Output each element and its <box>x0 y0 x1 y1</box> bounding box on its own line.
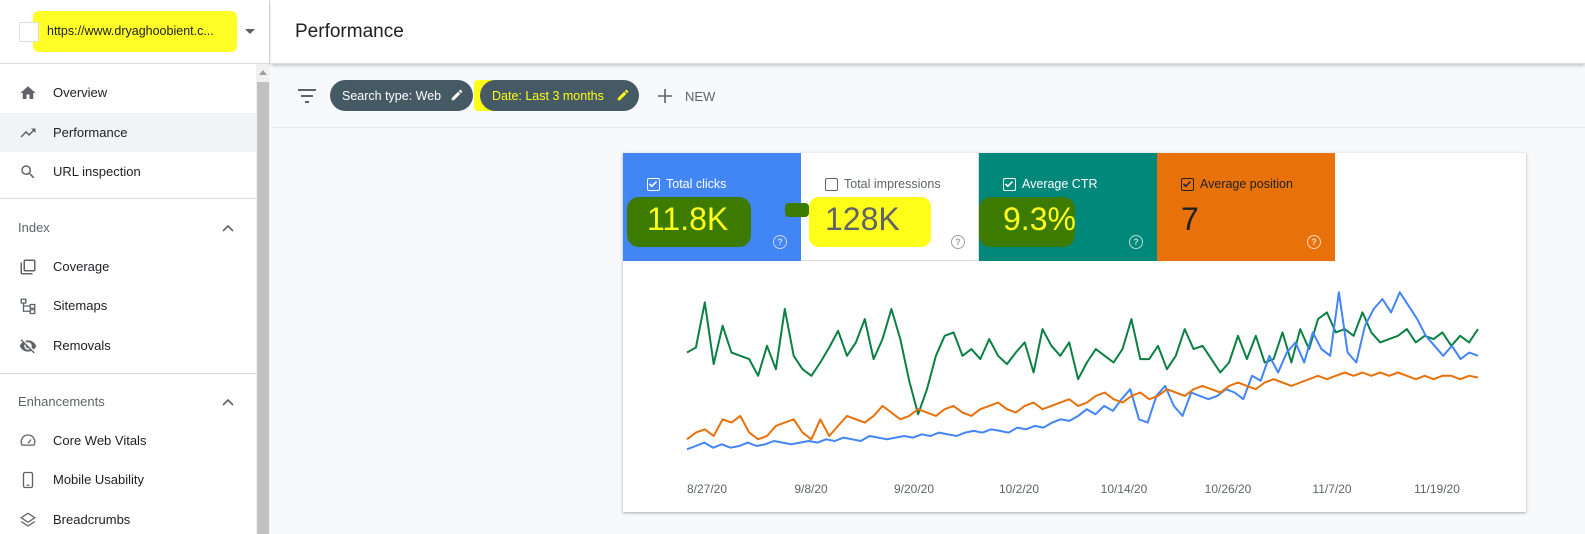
edit-icon <box>451 89 463 101</box>
chevron-down-icon[interactable] <box>245 29 255 34</box>
sidebar-item-label: Overview <box>53 85 108 100</box>
sidebar-item-url-inspection[interactable]: URL inspection <box>0 152 256 191</box>
sidebar-item-label: Core Web Vitals <box>53 433 147 448</box>
x-tick-label: 11/7/20 <box>1312 482 1351 496</box>
plus-icon <box>658 89 672 103</box>
metric-label: Average CTR <box>1022 177 1098 191</box>
x-tick-label: 11/19/20 <box>1414 482 1460 496</box>
gauge-icon <box>20 433 36 446</box>
search-icon <box>21 164 35 178</box>
series-line-total-clicks <box>686 291 1479 451</box>
edit-icon <box>617 89 629 101</box>
chip-label: Search type: Web <box>342 88 442 103</box>
section-index: Index <box>18 220 50 235</box>
favicon-icon <box>19 22 39 42</box>
layers-icon <box>20 511 36 527</box>
highlight-mark <box>627 197 751 247</box>
divider <box>0 373 256 374</box>
sidebar-item-label: Sitemaps <box>53 298 108 313</box>
sidebar-item-label: Removals <box>53 338 111 353</box>
search-type-chip[interactable]: Search type: Web <box>330 80 473 111</box>
metric-value: 7 <box>1181 201 1199 237</box>
checkbox-unchecked-icon[interactable] <box>825 178 838 191</box>
sidebar-item-performance[interactable]: Performance <box>0 113 256 152</box>
sidebar-item-overview[interactable]: Overview <box>0 73 256 112</box>
sidebar-item-coverage[interactable]: Coverage <box>0 247 256 286</box>
x-tick-label: 10/2/20 <box>999 482 1039 496</box>
help-icon[interactable]: ? <box>1307 235 1321 249</box>
checkbox-checked-icon[interactable] <box>1181 178 1194 191</box>
metric-value: 128K <box>825 201 900 237</box>
highlight-mark <box>979 197 1075 247</box>
page-title: Performance <box>295 21 404 42</box>
page-header: Performance <box>271 0 1585 64</box>
chevron-up-icon[interactable] <box>222 224 234 232</box>
new-filter-button[interactable]: NEW <box>657 86 715 106</box>
new-filter-label: NEW <box>685 88 716 104</box>
highlight-mark <box>33 11 237 52</box>
eye-off-icon <box>19 338 37 353</box>
sitemap-icon <box>20 298 36 314</box>
sidebar-item-breadcrumbs[interactable]: Breadcrumbs <box>0 500 256 534</box>
sidebar-item-label: Performance <box>53 125 128 140</box>
filter-icon[interactable] <box>297 88 317 104</box>
property-url: https://www.dryaghoobient.c... <box>47 24 214 38</box>
section-enhancements: Enhancements <box>18 394 105 409</box>
chip-label: Date: Last 3 months <box>492 88 604 103</box>
metric-average-ctr[interactable]: Average CTR 9.3% ? <box>979 153 1157 261</box>
chevron-up-icon[interactable] <box>222 398 234 406</box>
metric-label: Total clicks <box>666 177 727 191</box>
x-tick-label: 9/20/20 <box>894 482 934 496</box>
checkbox-checked-icon[interactable] <box>1003 178 1016 191</box>
scroll-up-icon[interactable] <box>259 70 267 75</box>
performance-chart: 8/27/20 9/8/20 9/20/20 10/2/20 10/14/20 10/26… <box>686 291 1479 496</box>
sidebar-item-label: Mobile Usability <box>53 472 145 487</box>
x-tick-label: 9/8/20 <box>794 482 828 496</box>
coverage-icon <box>20 259 36 274</box>
metric-total-clicks[interactable]: Total clicks 11.8K ? <box>623 153 801 261</box>
sidebar-item-label: URL inspection <box>53 164 141 179</box>
sidebar-nav: Overview Performance URL inspection Inde… <box>0 64 256 534</box>
divider <box>0 198 256 199</box>
sidebar-item-label: Coverage <box>53 259 110 274</box>
highlight-mark <box>809 197 931 247</box>
metric-value: 11.8K <box>647 201 729 237</box>
date-chip[interactable]: Date: Last 3 months <box>480 80 639 111</box>
phone-icon <box>22 471 34 488</box>
home-icon <box>20 85 36 99</box>
sidebar-item-sitemaps[interactable]: Sitemaps <box>0 286 256 325</box>
series-line-average-ctr <box>686 301 1479 416</box>
metric-total-impressions[interactable]: Total impressions 128K ? <box>785 153 979 261</box>
metric-value: 9.3% <box>1003 201 1076 237</box>
sidebar-item-label: Breadcrumbs <box>53 512 131 527</box>
sidebar-item-removals[interactable]: Removals <box>0 326 256 365</box>
metric-average-position[interactable]: Average position 7 ? <box>1157 153 1335 261</box>
help-icon[interactable]: ? <box>951 235 965 249</box>
sidebar-item-mobile-usability[interactable]: Mobile Usability <box>0 460 256 499</box>
sidebar-item-core-web-vitals[interactable]: Core Web Vitals <box>0 421 256 460</box>
performance-card: Total clicks 11.8K ? Total impressions 1… <box>623 153 1526 512</box>
x-tick-label: 8/27/20 <box>687 482 727 496</box>
property-selector[interactable]: https://www.dryaghoobient.c... <box>0 0 270 64</box>
trending-up-icon <box>20 128 36 137</box>
help-icon[interactable]: ? <box>773 235 787 249</box>
series-line-average-position <box>686 371 1479 441</box>
main-content: Search type: Web Date: Last 3 months NEW… <box>271 64 1585 534</box>
x-tick-label: 10/26/20 <box>1205 482 1252 496</box>
sidebar-scrollbar[interactable] <box>256 64 270 534</box>
checkbox-checked-icon[interactable] <box>647 178 660 191</box>
scrollbar-thumb[interactable] <box>257 82 269 534</box>
metric-label: Total impressions <box>844 177 941 191</box>
filter-bar: Search type: Web Date: Last 3 months NEW <box>271 64 1585 128</box>
sidebar: https://www.dryaghoobient.c... Overview … <box>0 0 270 534</box>
metric-label: Average position <box>1200 177 1293 191</box>
help-icon[interactable]: ? <box>1129 235 1143 249</box>
x-tick-label: 10/14/20 <box>1101 482 1148 496</box>
highlight-mark <box>785 203 809 217</box>
